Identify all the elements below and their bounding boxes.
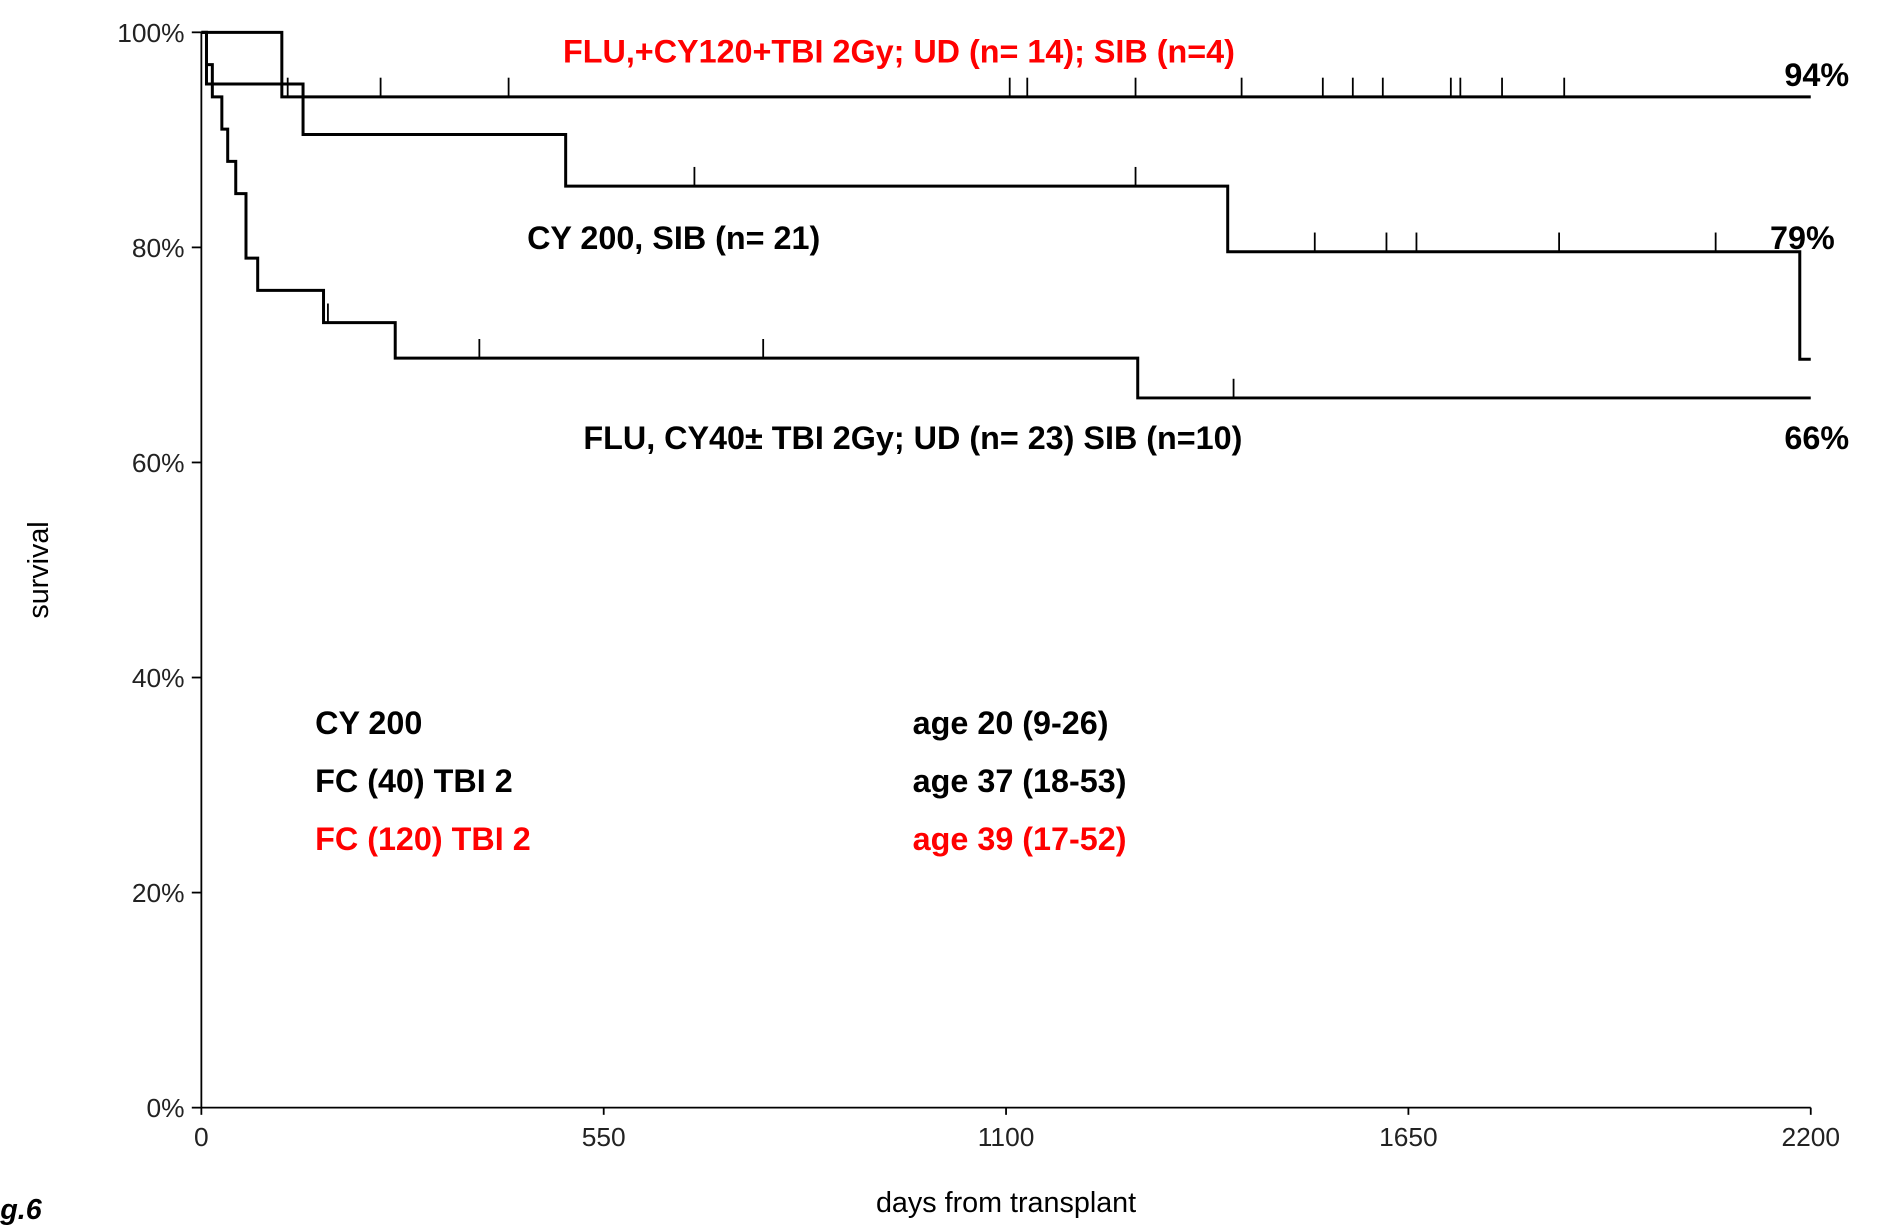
age-label: age 37 (18-53) <box>913 763 1127 799</box>
survival-curve <box>201 30 1811 361</box>
y-tick-label: 80% <box>132 233 185 263</box>
x-tick-label: 2200 <box>1781 1122 1840 1152</box>
y-tick-label: 40% <box>132 663 185 693</box>
end-label: 94% <box>1784 57 1849 93</box>
survival-curve <box>201 30 1811 99</box>
y-tick-label: 100% <box>117 18 184 48</box>
group-label: CY 200 <box>315 705 422 741</box>
y-tick-label: 20% <box>132 878 185 908</box>
x-tick-label: 0 <box>194 1122 209 1152</box>
figure-label: g.6 <box>0 1194 43 1225</box>
y-tick-label: 60% <box>132 448 185 478</box>
group-label: FC (40) TBI 2 <box>315 763 513 799</box>
x-tick-label: 1100 <box>978 1122 1035 1152</box>
age-label: age 20 (9-26) <box>913 705 1109 741</box>
series-label: CY 200, SIB (n= 21) <box>527 220 820 256</box>
y-tick-label: 0% <box>147 1093 185 1123</box>
x-axis-title: days from transplant <box>876 1187 1136 1219</box>
series-label: FLU,+CY120+TBI 2Gy; UD (n= 14); SIB (n=4… <box>563 33 1235 69</box>
end-label: 66% <box>1784 420 1849 456</box>
survival-curve <box>201 30 1811 400</box>
series-label: FLU, CY40± TBI 2Gy; UD (n= 23) SIB (n=10… <box>583 420 1242 456</box>
y-axis-title: survival <box>23 521 55 618</box>
x-tick-label: 1650 <box>1379 1122 1438 1152</box>
age-label: age 39 (17-52) <box>913 821 1127 857</box>
x-tick-label: 550 <box>582 1122 626 1152</box>
group-label: FC (120) TBI 2 <box>315 821 531 857</box>
end-label: 79% <box>1770 220 1835 256</box>
